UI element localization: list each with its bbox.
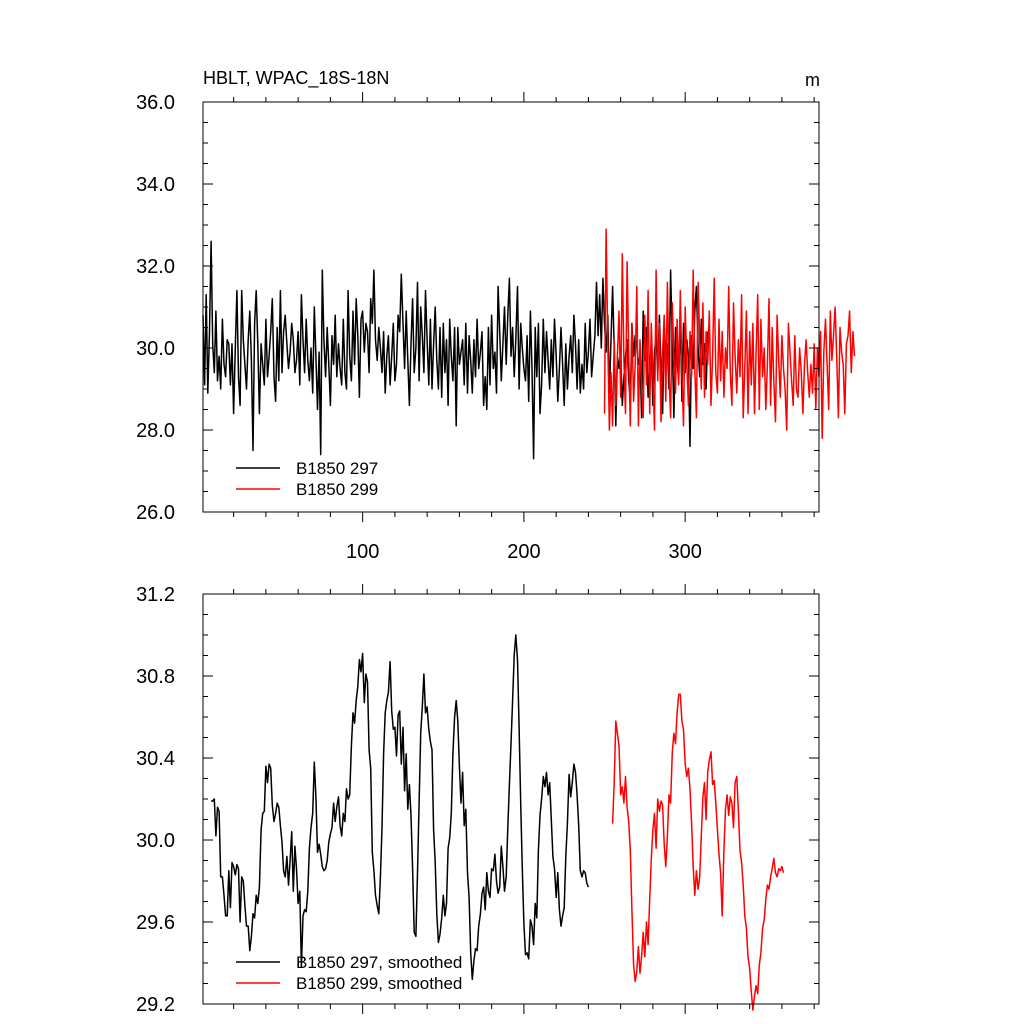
y-tick-label: 36.0 bbox=[136, 92, 175, 114]
plot-frame bbox=[202, 101, 820, 513]
series-line-black bbox=[211, 634, 590, 981]
y-tick-label: 26.0 bbox=[136, 502, 175, 524]
chart-title: HBLT, WPAC_18S-18N bbox=[203, 68, 389, 89]
y-tick-label: 30.4 bbox=[136, 748, 175, 770]
series-line-red bbox=[611, 693, 785, 1011]
legend-label: B1850 299 bbox=[296, 480, 378, 499]
series-line-black bbox=[202, 240, 709, 460]
legend-label: B1850 297, smoothed bbox=[296, 953, 462, 972]
panel-top: HBLT, WPAC_18S-18N m 26.0 28.0 30.0 32.0 34.… bbox=[136, 68, 856, 563]
y-tick-label: 34.0 bbox=[136, 174, 175, 196]
y-tick-label: 31.2 bbox=[136, 584, 175, 606]
top-series-group bbox=[202, 228, 856, 460]
bottom-axis-ticks: 29.2 29.6 30.0 30.4 30.8 31.2 bbox=[136, 584, 819, 1016]
y-tick-label: 28.0 bbox=[136, 420, 175, 442]
legend: B1850 297, smoothed B1850 299, smoothed bbox=[236, 953, 462, 993]
y-tick-label: 29.2 bbox=[136, 994, 175, 1016]
y-tick-label: 30.8 bbox=[136, 666, 175, 688]
x-tick-label: 200 bbox=[507, 541, 540, 563]
units-label: m bbox=[805, 70, 820, 90]
top-axis-ticks: 26.0 28.0 30.0 32.0 34.0 36.0 100 200 300 bbox=[136, 92, 819, 563]
legend: B1850 297 B1850 299 bbox=[236, 459, 378, 499]
legend-label: B1850 299, smoothed bbox=[296, 974, 462, 993]
y-tick-label: 30.0 bbox=[136, 338, 175, 360]
y-tick-label: 29.6 bbox=[136, 912, 175, 934]
x-tick-label: 100 bbox=[346, 541, 379, 563]
y-tick-label: 30.0 bbox=[136, 830, 175, 852]
y-tick-label: 32.0 bbox=[136, 256, 175, 278]
series-line-red bbox=[603, 228, 856, 439]
bottom-series-group bbox=[211, 634, 785, 1011]
x-tick-label: 300 bbox=[668, 541, 701, 563]
panel-bottom: 29.2 29.6 30.0 30.4 30.8 31.2 B1850 297, smoo… bbox=[136, 584, 820, 1016]
legend-label: B1850 297 bbox=[296, 459, 378, 478]
